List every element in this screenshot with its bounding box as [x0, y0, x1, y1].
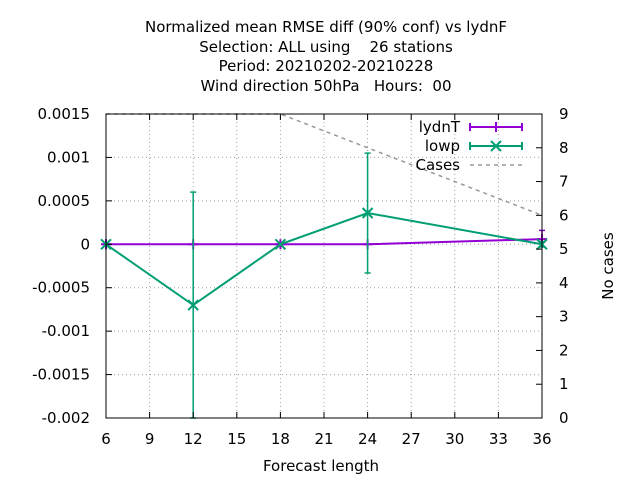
x-tick-label: 30	[445, 430, 464, 448]
legend-marker	[491, 122, 501, 132]
data-point	[187, 299, 199, 311]
x-tick-label: 15	[227, 430, 246, 448]
x-tick-label: 27	[402, 430, 421, 448]
y-tick-label: -0.002	[42, 409, 90, 427]
x-tick-label: 24	[358, 430, 377, 448]
y2-tick-label: 5	[559, 240, 569, 258]
title-line-1: Normalized mean RMSE diff (90% conf) vs …	[145, 18, 507, 36]
x-tick-label: 6	[101, 430, 111, 448]
y2-tick-label: 6	[559, 206, 569, 224]
y2-tick-label: 1	[559, 375, 569, 393]
legend-errbar-cap	[469, 123, 523, 131]
legend-label: lydnT	[419, 118, 461, 136]
series-line-Cases	[106, 113, 543, 217]
x-tick-label: 21	[314, 430, 333, 448]
legend-marker	[490, 140, 502, 152]
y2-tick-label: 8	[559, 139, 569, 157]
x-axis-label: Forecast length	[263, 457, 379, 475]
series-Cases	[106, 113, 543, 217]
y-tick-label: -0.0005	[32, 279, 90, 297]
y2-axis-label: No cases	[599, 232, 617, 300]
y2-tick-label: 7	[559, 173, 569, 191]
title-line-4: Wind direction 50hPa Hours: 00	[200, 77, 451, 95]
y-tick-label: 0.0005	[38, 192, 91, 210]
data-point	[361, 207, 374, 219]
series-line-lydnT	[106, 238, 543, 246]
x-tick-label: 36	[532, 430, 551, 448]
data-point	[274, 238, 287, 250]
y-tick-label: -0.0015	[32, 366, 90, 384]
y-tick-label: 0	[80, 235, 90, 253]
x-tick-label: 12	[184, 430, 203, 448]
x-tick-label: 33	[489, 430, 508, 448]
ticks	[105, 113, 543, 419]
y2-tick-label: 3	[559, 308, 569, 326]
grid	[106, 114, 542, 418]
title-line-3: Period: 20210202-20210228	[219, 57, 434, 75]
y2-tick-label: 0	[559, 409, 569, 427]
legend-label: lowp	[425, 137, 460, 155]
y2-tick-label: 9	[559, 105, 569, 123]
x-tick-labels: 6 9 12 15 18 21 24 27 30 33 36	[101, 430, 551, 448]
chart-title: Normalized mean RMSE diff (90% conf) vs …	[145, 18, 507, 95]
y2-tick-label: 2	[559, 341, 569, 359]
x-tick-label: 9	[145, 430, 155, 448]
y-tick-label: 0.0015	[38, 105, 91, 123]
title-line-2: Selection: ALL using 26 stations	[199, 38, 453, 56]
legend-errbar-cap	[469, 142, 523, 150]
y-tick-label: 0.001	[47, 148, 90, 166]
y2-tick-label: 4	[559, 274, 569, 292]
legend-label: Cases	[415, 156, 460, 174]
x-tick-label: 18	[271, 430, 290, 448]
y-tick-labels: -0.002 -0.0015 -0.001 -0.0005 0 0.0005 0.001 0.…	[32, 105, 90, 427]
y-tick-label: -0.001	[42, 322, 90, 340]
y2-tick-labels: 0 1 2 3 4 5 6 7 8 9	[559, 105, 569, 427]
